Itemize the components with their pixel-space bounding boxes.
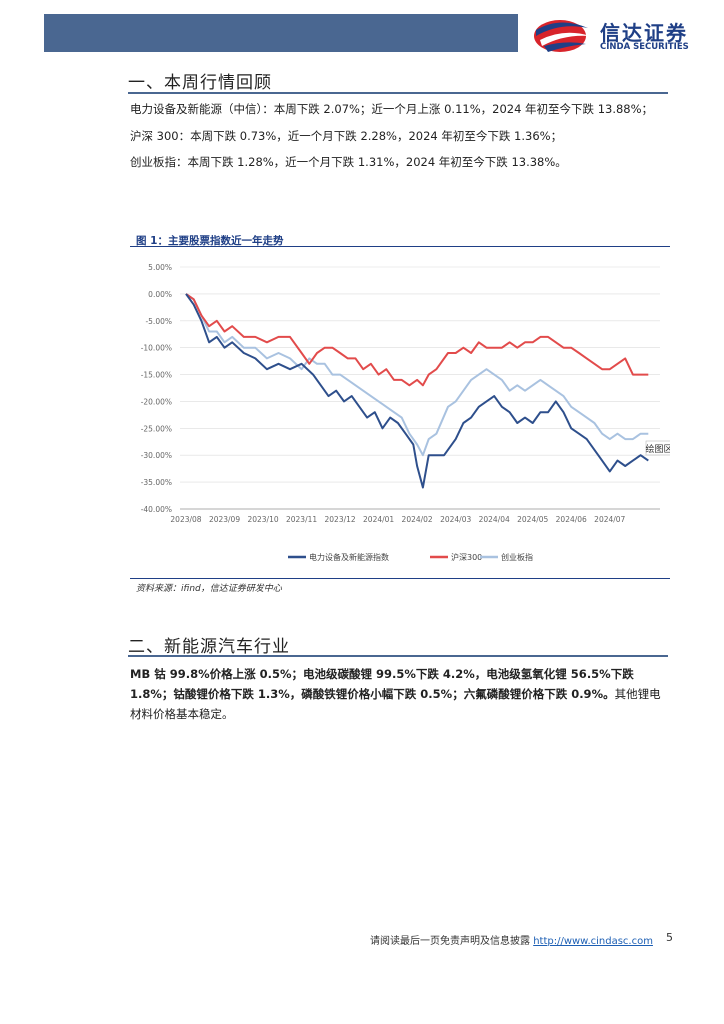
x-tick-label: 2024/07 — [594, 515, 625, 524]
header-bar — [44, 14, 518, 52]
y-tick-label: -10.00% — [141, 344, 172, 353]
footer-website-link[interactable]: http://www.cindasc.com — [533, 936, 653, 947]
x-tick-label: 2023/12 — [325, 515, 356, 524]
x-tick-label: 2024/01 — [363, 515, 394, 524]
x-tick-label: 2024/04 — [479, 515, 510, 524]
x-tick-label: 2023/10 — [247, 515, 278, 524]
x-tick-label: 2023/08 — [170, 515, 201, 524]
series-line — [185, 293, 649, 387]
section1-rule — [128, 92, 668, 94]
index-trend-chart: 5.00% 0.00% -5.00% -10.00% -15.00% -20.00% -25… — [141, 263, 670, 562]
x-tick-label: 2023/09 — [209, 515, 240, 524]
series-line — [185, 293, 649, 489]
cinda-logo: 信达证券 CINDA SECURITIES — [530, 14, 710, 58]
section2-price-changes: MB 钴 99.8%价格上涨 0.5%；电池级碳酸锂 99.5%下跌 4.2%，… — [130, 667, 634, 701]
x-tick-label: 2024/06 — [556, 515, 587, 524]
y-tick-label: -30.00% — [141, 451, 172, 460]
x-tick-label: 2024/02 — [402, 515, 433, 524]
plot-area-label-box — [645, 440, 670, 456]
y-tick-label: -25.00% — [141, 424, 172, 433]
x-tick-label: 2024/05 — [517, 515, 548, 524]
figure-top-rule — [130, 246, 670, 247]
y-tick-label: -40.00% — [141, 505, 172, 514]
market-summary-line3: 创业板指：本周下跌 1.28%，近一个月下跌 1.31%，2024 年初至今下跌… — [130, 155, 567, 169]
market-summary-line1: 电力设备及新能源（中信）：本周下跌 2.07%；近一个月上涨 0.11%，202… — [130, 102, 654, 116]
y-tick-label: -5.00% — [145, 317, 172, 326]
legend-label: 电力设备及新能源指数 — [309, 552, 389, 562]
logo-en-text: CINDA SECURITIES — [600, 42, 689, 52]
legend-label: 创业板指 — [501, 552, 533, 562]
series-line — [185, 293, 649, 457]
section2-paragraph: MB 钴 99.8%价格上涨 0.5%；电池级碳酸锂 99.5%下跌 4.2%，… — [130, 664, 670, 724]
legend-label: 沪深300 — [451, 552, 482, 562]
page-number: 5 — [666, 931, 673, 944]
x-tick-label: 2024/03 — [440, 515, 471, 524]
section1-title: 一、本周行情回顾 — [128, 73, 272, 93]
section2-rule — [128, 655, 668, 657]
y-tick-label: -20.00% — [141, 397, 172, 406]
y-tick-label: -15.00% — [141, 371, 172, 380]
market-summary-line2: 沪深 300：本周下跌 0.73%，近一个月下跌 2.28%，2024 年初至今… — [130, 129, 563, 143]
section2-stable-note: 其他锂电材料价格基本稳定。 — [130, 687, 661, 721]
section2-title: 二、新能源汽车行业 — [128, 637, 290, 657]
figure-bottom-rule — [130, 578, 670, 579]
cinda-logo-mark-icon — [534, 20, 590, 52]
logo-cn-text: 信达证券 — [600, 21, 688, 45]
footer-disclaimer-text: 请阅读最后一页免责声明及信息披露 — [370, 936, 530, 947]
y-tick-label: -35.00% — [141, 478, 172, 487]
footer-disclaimer: 请阅读最后一页免责声明及信息披露 http://www.cindasc.com — [370, 932, 653, 947]
y-tick-label: 0.00% — [148, 290, 172, 299]
figure-source: 资料来源：ifind，信达证券研发中心 — [136, 584, 282, 594]
plot-area-label: 绘图区 — [645, 443, 670, 455]
x-tick-label: 2023/11 — [286, 515, 317, 524]
y-tick-label: 5.00% — [148, 263, 172, 272]
figure-title: 图 1：主要股票指数近一年走势 — [136, 235, 284, 247]
